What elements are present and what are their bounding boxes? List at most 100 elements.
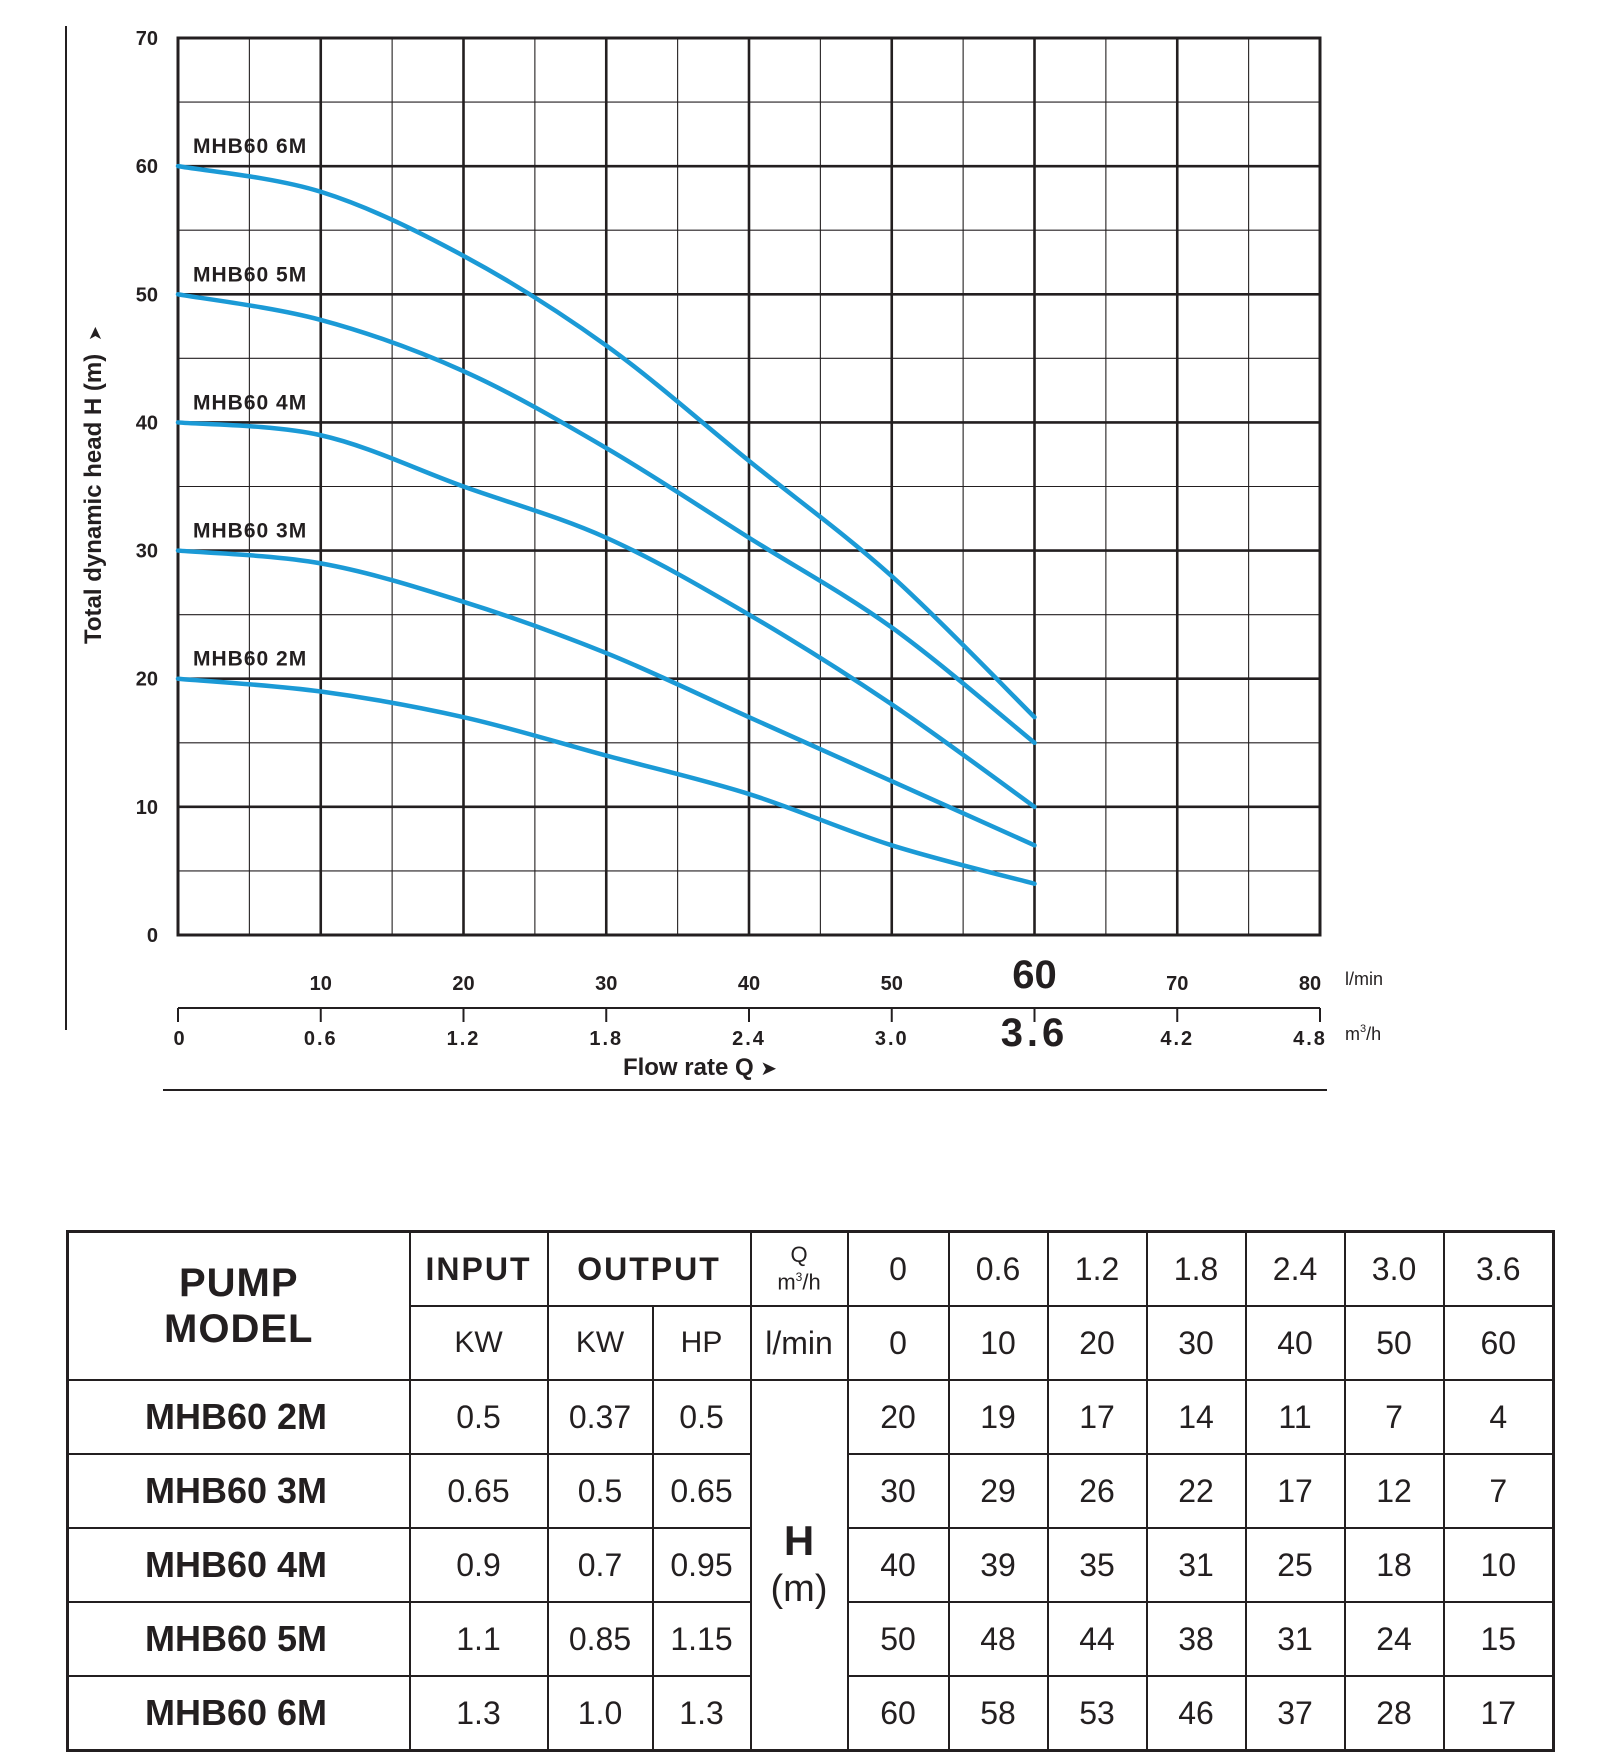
head-value: 7 — [1444, 1454, 1554, 1528]
head-value: 29 — [949, 1454, 1048, 1528]
lmin-value: 20 — [1048, 1306, 1147, 1380]
x-tick-label-m3h: 0 — [173, 1028, 186, 1050]
output-hp: 0.5 — [653, 1380, 751, 1454]
pump-curve-chart: 0 10 20 30 40 50 60 70 10 20 30 40 50 60 70 80 0 0.6 1.2 1.… — [0, 0, 1614, 1130]
head-value: 38 — [1147, 1602, 1246, 1676]
curve-label: MHB60 2M — [193, 648, 307, 671]
head-value: 17 — [1048, 1380, 1147, 1454]
lmin-value: 40 — [1246, 1306, 1345, 1380]
output-hp: 0.95 — [653, 1528, 751, 1602]
head-value: 17 — [1444, 1676, 1554, 1751]
head-value: 50 — [848, 1602, 949, 1676]
input-kw: 0.5 — [410, 1380, 548, 1454]
head-value: 12 — [1345, 1454, 1444, 1528]
head-value: 37 — [1246, 1676, 1345, 1751]
output-kw: 0.37 — [548, 1380, 653, 1454]
y-axis-title-text: Total dynamic head H (m) — [80, 354, 107, 644]
output-hp: 1.15 — [653, 1602, 751, 1676]
curve-label: MHB60 5M — [193, 263, 307, 286]
head-value: 14 — [1147, 1380, 1246, 1454]
x-tick-label-lmin-highlight: 60 — [1012, 953, 1057, 997]
x-tick-label-lmin: 80 — [1299, 973, 1321, 995]
lmin-header: l/min — [751, 1306, 848, 1380]
x-axis-title: Flow rate Q ➤ — [623, 1054, 777, 1081]
lmin-value: 30 — [1147, 1306, 1246, 1380]
y-axis-title: Total dynamic head H (m) ➤ — [80, 326, 107, 644]
x-tick-label-m3h: 1.2 — [447, 1028, 481, 1050]
x-tick-label-m3h: 0.6 — [304, 1028, 338, 1050]
head-value: 44 — [1048, 1602, 1147, 1676]
x-tick-label-lmin: 30 — [595, 973, 617, 995]
lmin-value: 60 — [1444, 1306, 1554, 1380]
head-value: 53 — [1048, 1676, 1147, 1751]
output-hp: 0.65 — [653, 1454, 751, 1528]
lmin-value: 50 — [1345, 1306, 1444, 1380]
model-name: MHB60 4M — [68, 1528, 410, 1602]
head-value: 25 — [1246, 1528, 1345, 1602]
output-hp-unit: HP — [653, 1306, 751, 1380]
head-value: 28 — [1345, 1676, 1444, 1751]
head-value: 31 — [1246, 1602, 1345, 1676]
m3h-value: 1.2 — [1048, 1232, 1147, 1307]
head-label: H — [752, 1517, 847, 1565]
lmin-value: 0 — [848, 1306, 949, 1380]
head-unit: (m) — [771, 1568, 828, 1610]
table-row: MHB60 2M 0.5 0.37 0.5 H (m) 20 19 17 14 … — [68, 1380, 1554, 1454]
lmin-value: 10 — [949, 1306, 1048, 1380]
input-kw: 1.1 — [410, 1602, 548, 1676]
head-value: 40 — [848, 1528, 949, 1602]
head-value: 26 — [1048, 1454, 1147, 1528]
output-kw: 0.5 — [548, 1454, 653, 1528]
head-value: 48 — [949, 1602, 1048, 1676]
y-tick-label: 60 — [136, 156, 158, 178]
input-kw: 0.9 — [410, 1528, 548, 1602]
model-name: MHB60 5M — [68, 1602, 410, 1676]
head-value: 39 — [949, 1528, 1048, 1602]
head-value: 10 — [1444, 1528, 1554, 1602]
x-axis-arrow-icon: ➤ — [760, 1058, 777, 1080]
y-tick-label: 50 — [136, 284, 158, 306]
head-value: 19 — [949, 1380, 1048, 1454]
labels: 0 10 20 30 40 50 60 70 10 20 30 40 50 60 70 80 0 0.6 1.2 1.… — [136, 28, 1327, 1055]
output-hp: 1.3 — [653, 1676, 751, 1751]
x-tick-label-lmin: 50 — [881, 973, 903, 995]
x-tick-label-lmin: 20 — [452, 973, 474, 995]
x-tick-label-m3h: 1.8 — [589, 1028, 623, 1050]
curve-label: MHB60 3M — [193, 520, 307, 543]
curve-label: MHB60 6M — [193, 135, 307, 158]
head-value: 24 — [1345, 1602, 1444, 1676]
x-tick-label-lmin: 70 — [1166, 973, 1188, 995]
model-name: MHB60 3M — [68, 1454, 410, 1528]
y-tick-label: 40 — [136, 412, 158, 434]
x-tick-label-lmin: 10 — [310, 973, 332, 995]
output-kw-unit: KW — [548, 1306, 653, 1380]
head-value: 15 — [1444, 1602, 1554, 1676]
output-header: OUTPUT — [548, 1232, 751, 1307]
m3h-value: 3.6 — [1444, 1232, 1554, 1307]
y-tick-label: 10 — [136, 797, 158, 819]
head-value: 46 — [1147, 1676, 1246, 1751]
q-m3h-header: Qm3/h — [751, 1232, 848, 1307]
x-tick-label-lmin: 40 — [738, 973, 760, 995]
model-name: MHB60 2M — [68, 1380, 410, 1454]
curve-label: MHB60 4M — [193, 391, 307, 414]
performance-table: PUMP MODEL INPUT OUTPUT Qm3/h 0 0.6 1.2 1… — [66, 1230, 1555, 1752]
head-value: 60 — [848, 1676, 949, 1751]
head-value: 18 — [1345, 1528, 1444, 1602]
output-kw: 0.7 — [548, 1528, 653, 1602]
head-value: 31 — [1147, 1528, 1246, 1602]
input-kw: 1.3 — [410, 1676, 548, 1751]
m3h-value: 3.0 — [1345, 1232, 1444, 1307]
pump-model-header: PUMP MODEL — [68, 1232, 410, 1381]
m3h-value: 1.8 — [1147, 1232, 1246, 1307]
x-tick-label-m3h: 4.8 — [1293, 1028, 1327, 1050]
head-value: 35 — [1048, 1528, 1147, 1602]
y-tick-label: 20 — [136, 669, 158, 691]
m3h-value: 0.6 — [949, 1232, 1048, 1307]
head-value: 58 — [949, 1676, 1048, 1751]
head-value: 4 — [1444, 1380, 1554, 1454]
head-value: 20 — [848, 1380, 949, 1454]
input-kw: 0.65 — [410, 1454, 548, 1528]
head-value: 22 — [1147, 1454, 1246, 1528]
